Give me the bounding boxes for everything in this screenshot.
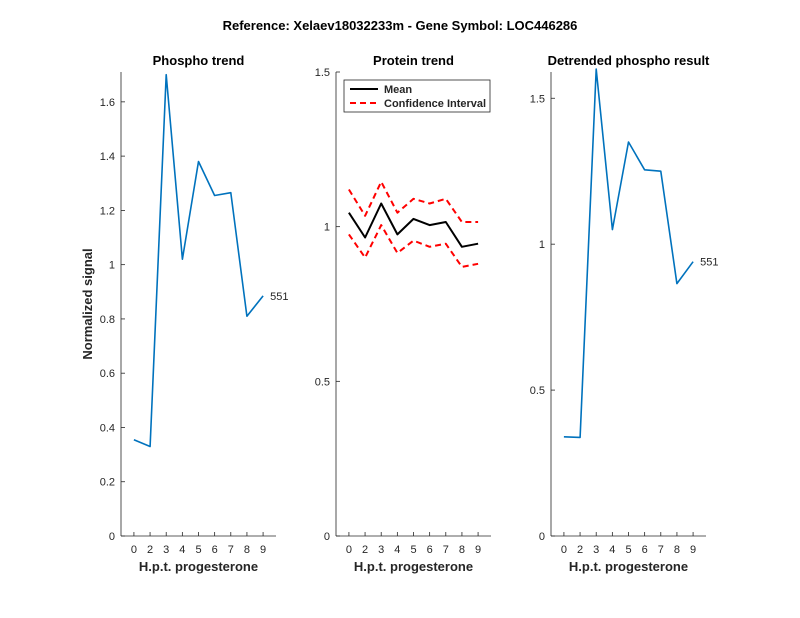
y-tick-label: 0.2 bbox=[100, 477, 115, 489]
panel-title: Phospho trend bbox=[153, 53, 245, 68]
x-tick-label: 6 bbox=[427, 544, 433, 556]
point-annotation: 551 bbox=[700, 257, 718, 269]
y-tick-label: 1.2 bbox=[100, 205, 115, 217]
x-tick-label: 9 bbox=[260, 544, 266, 556]
y-tick-label: 1 bbox=[324, 222, 330, 234]
series-line-1 bbox=[563, 68, 694, 439]
x-tick-label: 5 bbox=[410, 544, 416, 556]
y-tick-label: 1.5 bbox=[530, 93, 545, 105]
x-tick-label: 9 bbox=[690, 544, 696, 556]
x-axis-label: H.p.t. progesterone bbox=[354, 559, 473, 574]
x-tick-label: 0 bbox=[346, 544, 352, 556]
y-tick-label: 0.8 bbox=[100, 314, 115, 326]
x-tick-label: 6 bbox=[212, 544, 218, 556]
x-axis-label: H.p.t. progesterone bbox=[139, 559, 258, 574]
legend-entry: Mean bbox=[384, 84, 412, 96]
y-axis-label: Normalized signal bbox=[80, 248, 95, 359]
series-line-2 bbox=[348, 180, 479, 223]
x-tick-label: 0 bbox=[561, 544, 567, 556]
x-tick-label: 7 bbox=[658, 544, 664, 556]
series-line-3 bbox=[348, 224, 479, 268]
y-tick-label: 0.4 bbox=[100, 422, 115, 434]
y-tick-label: 0 bbox=[539, 531, 545, 543]
y-tick-label: 0 bbox=[324, 531, 330, 543]
panel-title: Detrended phospho result bbox=[548, 53, 710, 68]
x-tick-label: 6 bbox=[642, 544, 648, 556]
x-tick-label: 3 bbox=[378, 544, 384, 556]
x-tick-label: 5 bbox=[625, 544, 631, 556]
x-tick-label: 4 bbox=[179, 544, 185, 556]
x-tick-label: 7 bbox=[443, 544, 449, 556]
y-tick-label: 1.6 bbox=[100, 97, 115, 109]
figure-title: Reference: Xelaev18032233m - Gene Symbol… bbox=[223, 18, 578, 33]
x-tick-label: 2 bbox=[362, 544, 368, 556]
x-tick-label: 0 bbox=[131, 544, 137, 556]
x-tick-label: 9 bbox=[475, 544, 481, 556]
x-axis-label: H.p.t. progesterone bbox=[569, 559, 688, 574]
y-tick-label: 0.5 bbox=[315, 376, 330, 388]
y-tick-label: 1 bbox=[109, 260, 115, 272]
y-tick-label: 0.6 bbox=[100, 368, 115, 380]
y-tick-label: 1 bbox=[539, 239, 545, 251]
x-tick-label: 2 bbox=[147, 544, 153, 556]
series-line-1 bbox=[348, 202, 479, 248]
x-tick-label: 5 bbox=[195, 544, 201, 556]
panel-title: Protein trend bbox=[373, 53, 454, 68]
x-tick-label: 4 bbox=[394, 544, 400, 556]
x-tick-label: 3 bbox=[593, 544, 599, 556]
y-tick-label: 0.5 bbox=[530, 385, 545, 397]
x-tick-label: 7 bbox=[228, 544, 234, 556]
y-tick-label: 0 bbox=[109, 531, 115, 543]
x-tick-label: 3 bbox=[163, 544, 169, 556]
x-tick-label: 4 bbox=[609, 544, 615, 556]
x-tick-label: 8 bbox=[459, 544, 465, 556]
point-annotation: 551 bbox=[270, 291, 288, 303]
legend-box bbox=[343, 79, 491, 113]
x-tick-label: 8 bbox=[244, 544, 250, 556]
x-tick-label: 2 bbox=[577, 544, 583, 556]
legend-entry: Confidence Interval bbox=[384, 98, 486, 110]
y-tick-label: 1.4 bbox=[100, 151, 115, 163]
series-line-1 bbox=[133, 73, 264, 448]
y-tick-label: 1.5 bbox=[315, 67, 330, 79]
legend: Mean Confidence Interval bbox=[343, 79, 491, 113]
x-tick-label: 8 bbox=[674, 544, 680, 556]
